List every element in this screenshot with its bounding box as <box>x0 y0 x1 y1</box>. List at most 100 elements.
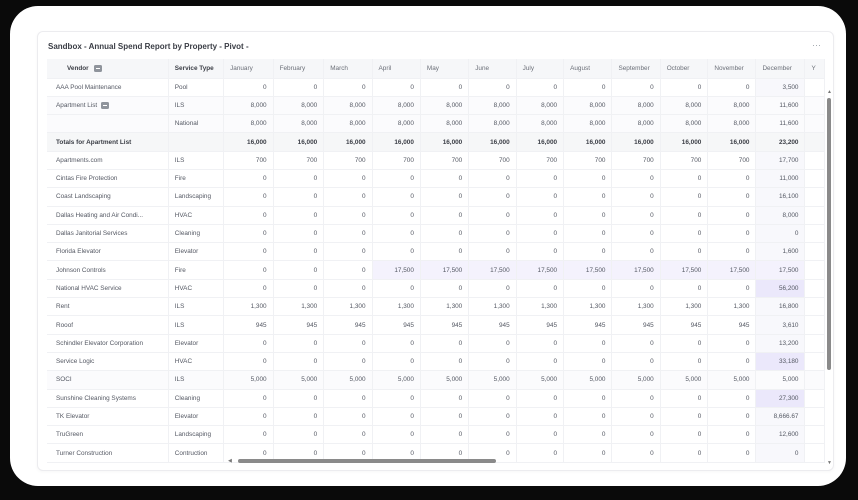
table-row[interactable]: Service Logic HVAC 0 0 0 0 0 0 0 0 0 0 0 33,180 <box>47 352 825 372</box>
value-cell: 0 <box>223 169 274 189</box>
value-cell: 0 <box>420 279 470 299</box>
vendor-cell: Dallas Heating and Air Condi... <box>47 206 169 225</box>
value-cell: 0 <box>323 169 373 189</box>
service-type-cell: Landscaping <box>168 187 225 207</box>
collapse-all-icon[interactable] <box>94 64 103 72</box>
value-cell: 0 <box>516 279 565 299</box>
column-header-december[interactable]: December <box>755 59 806 79</box>
table-row[interactable]: Sunshine Cleaning Systems Cleaning 0 0 0 0 0 0 0… <box>47 389 825 408</box>
service-type-cell: HVAC <box>168 279 225 299</box>
value-cell: 5,000 <box>420 370 470 390</box>
totals-row[interactable]: Totals for Apartment List 16,000 16,000 16,… <box>47 132 825 152</box>
table-row[interactable]: Schindler Elevator Corporation Elevator 0 0… <box>47 334 825 353</box>
service-type-cell: Contruction <box>168 443 225 463</box>
value-cell: 0 <box>273 279 325 299</box>
value-cell: 0 <box>563 169 613 189</box>
column-header-april[interactable]: April <box>372 59 421 79</box>
table-row[interactable]: Cintas Fire Protection Fire 0 0 0 0 0 0 0 0 0 0 0 11,… <box>47 169 825 189</box>
column-header-july[interactable]: July <box>516 59 565 79</box>
scroll-down-arrow-icon[interactable]: ▼ <box>827 460 832 466</box>
value-cell: 0 <box>273 352 325 372</box>
table-row[interactable]: Dallas Janitorial Services Cleaning 0 0 0 0 0 0… <box>47 224 825 244</box>
value-cell: 0 <box>660 206 709 225</box>
table-row[interactable]: Turner Construction Contruction 0 0 0 0 0 0 0 0 0 0… <box>47 443 825 463</box>
vertical-scrollbar[interactable]: ▲ ▼ <box>827 89 832 466</box>
column-header-may[interactable]: May <box>420 59 470 79</box>
value-cell: 16,000 <box>611 132 661 152</box>
value-cell: 16,000 <box>223 132 274 152</box>
column-header-march[interactable]: March <box>323 59 373 79</box>
column-header-vendor[interactable]: Vendor <box>47 59 169 79</box>
column-header-service-type[interactable]: Service Type <box>168 59 225 79</box>
value-cell: 0 <box>468 279 517 299</box>
value-cell: 0 <box>273 169 325 189</box>
value-cell: 8,000 <box>273 96 325 116</box>
value-cell: 945 <box>273 315 325 335</box>
value-cell: 0 <box>420 425 470 445</box>
table-row[interactable]: Apartments.com ILS 700 700 700 700 700 700 700 70… <box>47 151 825 170</box>
table-row[interactable]: Apartment List ILS 8,000 8,000 8,000 8,000 8,0… <box>47 96 825 116</box>
column-header-october[interactable]: October <box>660 59 709 79</box>
horizontal-scroll-thumb[interactable] <box>238 459 496 463</box>
scroll-left-arrow-icon[interactable]: ◀ <box>228 458 232 464</box>
horizontal-scrollbar[interactable]: ◀ <box>228 458 828 464</box>
value-cell: 0 <box>516 352 565 372</box>
table-row[interactable]: Johnson Controls Fire 0 0 0 17,500 17,500 17,50… <box>47 260 825 280</box>
vendor-cell: Apartments.com <box>47 151 169 170</box>
value-cell: 0 <box>372 78 421 97</box>
value-cell: 0 <box>372 279 421 299</box>
vendor-cell: Coast Landscaping <box>47 187 169 207</box>
value-cell: 0 <box>468 224 517 244</box>
table-row[interactable]: National 8,000 8,000 8,000 8,000 8,000 8,000 8,… <box>47 114 825 134</box>
more-options-button[interactable]: ··· <box>812 40 821 50</box>
pivot-grid: Vendor Service Type January February Mar… <box>47 59 825 463</box>
column-header-november[interactable]: November <box>707 59 757 79</box>
column-header-january[interactable]: January <box>223 59 274 79</box>
column-header-february[interactable]: February <box>273 59 325 79</box>
value-cell: 16,000 <box>420 132 470 152</box>
scroll-up-arrow-icon[interactable]: ▲ <box>827 89 832 95</box>
table-row[interactable]: Rooof ILS 945 945 945 945 945 945 945 945 945 945 94… <box>47 315 825 335</box>
vendor-cell: Rent <box>47 297 169 317</box>
service-type-cell: ILS <box>168 370 225 390</box>
value-cell: 0 <box>223 78 274 97</box>
value-cell: 3,610 <box>755 315 806 335</box>
value-cell: 5,000 <box>372 370 421 390</box>
table-row[interactable]: AAA Pool Maintenance Pool 0 0 0 0 0 0 0 0 0 0 0 3,500 <box>47 78 825 97</box>
year-total-cell <box>804 151 825 170</box>
table-row[interactable]: TK Elevator Elevator 0 0 0 0 0 0 0 0 0 0 0 8,666.67 <box>47 407 825 427</box>
column-header-year-total[interactable]: Y <box>804 59 825 79</box>
value-cell: 0 <box>223 206 274 225</box>
value-cell: 945 <box>372 315 421 335</box>
value-cell: 8,000 <box>660 114 709 134</box>
column-header-june[interactable]: June <box>468 59 517 79</box>
value-cell: 8,000 <box>372 114 421 134</box>
vendor-cell: Schindler Elevator Corporation <box>47 334 169 353</box>
value-cell: 0 <box>372 407 421 427</box>
table-row[interactable]: National HVAC Service HVAC 0 0 0 0 0 0 0 0 0 0 0 56,2… <box>47 279 825 299</box>
value-cell: 16,000 <box>660 132 709 152</box>
year-total-cell <box>804 407 825 427</box>
table-row[interactable]: Dallas Heating and Air Condi... HVAC 0 0 0 0 0… <box>47 206 825 225</box>
value-cell: 0 <box>516 169 565 189</box>
value-cell: 0 <box>468 169 517 189</box>
table-row[interactable]: TruGreen Landscaping 0 0 0 0 0 0 0 0 0 0 0 12,600 <box>47 425 825 445</box>
table-row[interactable]: Rent ILS 1,300 1,300 1,300 1,300 1,300 1,300 1,3… <box>47 297 825 317</box>
value-cell: 0 <box>273 389 325 408</box>
service-type-cell: Elevator <box>168 407 225 427</box>
value-cell: 0 <box>372 334 421 353</box>
table-row[interactable]: Coast Landscaping Landscaping 0 0 0 0 0 0 0 0 0 0 0 1… <box>47 187 825 207</box>
column-header-august[interactable]: August <box>563 59 613 79</box>
column-header-september[interactable]: September <box>611 59 661 79</box>
value-cell: 0 <box>660 407 709 427</box>
value-cell: 0 <box>611 187 661 207</box>
value-cell: 8,000 <box>563 114 613 134</box>
value-cell: 0 <box>420 187 470 207</box>
vertical-scroll-thumb[interactable] <box>827 98 831 370</box>
table-row[interactable]: Florida Elevator Elevator 0 0 0 0 0 0 0 0 0 0 0 1,600 <box>47 242 825 262</box>
value-cell: 700 <box>660 151 709 170</box>
collapse-group-icon[interactable] <box>101 101 110 109</box>
table-row[interactable]: SOCI ILS 5,000 5,000 5,000 5,000 5,000 5,000 5,0… <box>47 370 825 390</box>
service-type-cell: ILS <box>168 315 225 335</box>
value-cell: 700 <box>323 151 373 170</box>
